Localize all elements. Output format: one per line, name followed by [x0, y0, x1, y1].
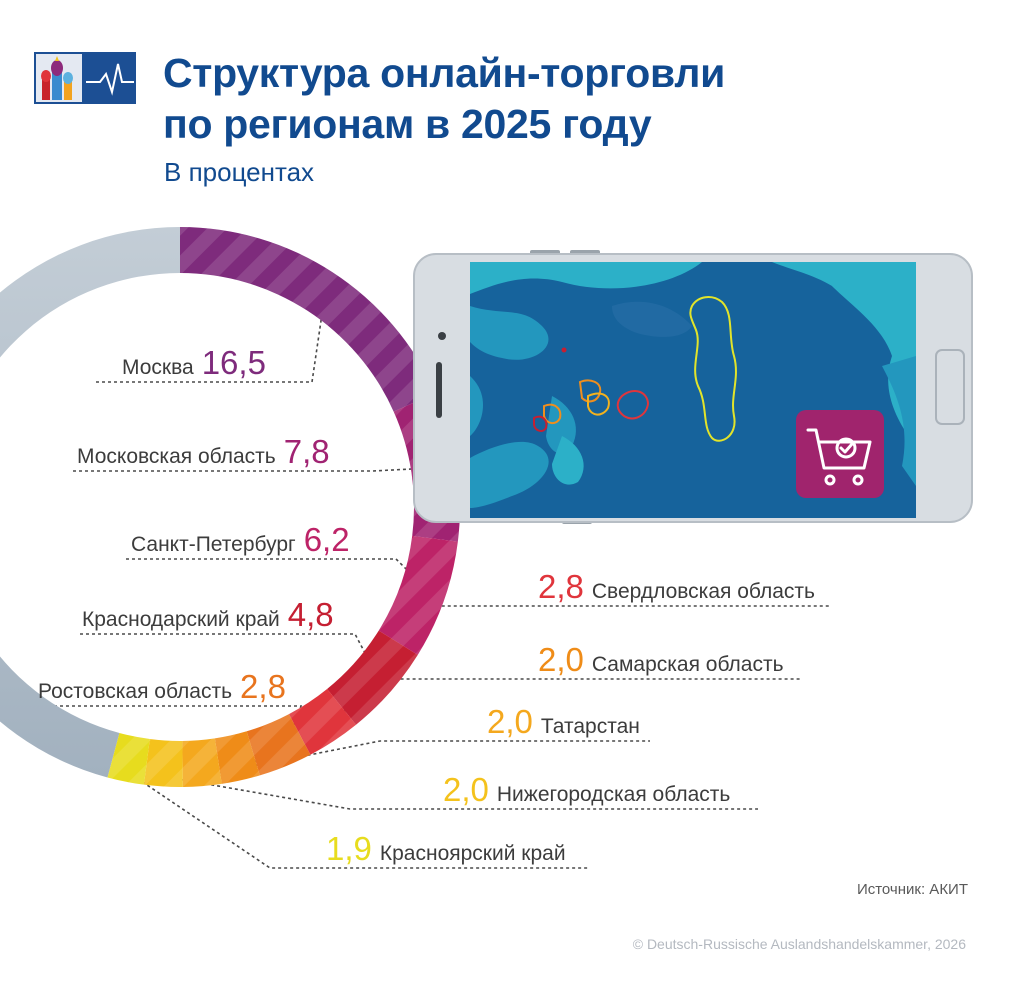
slice-label-4: Краснодарский край 4,8: [82, 598, 334, 631]
donut-segment-stripes: [214, 731, 260, 784]
slice-name: Нижегородская область: [496, 783, 731, 806]
smartphone-icon: [413, 250, 973, 524]
page-subtitle: В процентах: [164, 157, 315, 187]
slice-value: 1,9: [326, 830, 372, 867]
slice-label-1: Москва 16,5: [122, 346, 266, 379]
slice-value: 2,8: [538, 568, 584, 605]
donut-segment-stripes: [143, 739, 183, 788]
donut-segment-stripes: [327, 630, 418, 725]
slice-label-2: Московская область 7,8: [77, 435, 330, 468]
chamber-logo-icon: [34, 52, 136, 104]
page-title-line1: Структура онлайн-торговли: [163, 50, 726, 96]
slice-value: 2,8: [240, 668, 286, 705]
slice-value: 16,5: [201, 344, 266, 381]
slice-label-5: 2,8 Свердловская область: [538, 570, 815, 603]
russia-map: [470, 262, 916, 518]
slice-label-9: 2,0 Нижегородская область: [443, 773, 730, 806]
slice-name: Санкт-Петербург: [131, 533, 296, 556]
slice-label-10: 1,9 Красноярский край: [326, 832, 566, 865]
slice-name: Самарская область: [591, 653, 784, 676]
slice-value: 2,0: [538, 641, 584, 678]
donut-segment-stripes: [288, 688, 356, 755]
slice-label-8: 2,0 Татарстан: [487, 705, 640, 738]
page-title-line2: по регионам в 2025 году: [163, 101, 652, 147]
slice-value: 7,8: [283, 433, 330, 470]
leader-line-9: [163, 775, 758, 810]
slice-label-7: 2,0 Самарская область: [538, 643, 784, 676]
slice-name: Краснодарский край: [82, 608, 280, 631]
source-note: Источник: АКИТ: [856, 881, 968, 898]
donut-segment-stripes: [378, 535, 458, 655]
slice-value: 2,0: [487, 703, 533, 740]
slice-value: 4,8: [287, 596, 334, 633]
slice-name: Москва: [122, 356, 194, 379]
slice-value: 2,0: [443, 771, 489, 808]
copyright-note: © Deutsch-Russische Auslandshandelskamme…: [632, 936, 966, 952]
slice-label-6: Ростовская область 2,8: [38, 670, 286, 703]
shopping-cart-check-icon: [806, 428, 872, 486]
slice-name: Татарстан: [540, 715, 640, 738]
leader-line-10: [127, 771, 590, 869]
donut-segment-stripes: [180, 227, 436, 412]
slice-value: 6,2: [303, 521, 350, 558]
donut-segment-stripes: [107, 733, 150, 785]
leader-line-3: [126, 558, 436, 598]
slice-name: Московская область: [77, 445, 276, 468]
slice-name: Свердловская область: [591, 580, 815, 603]
donut-segment-stripes: [182, 738, 222, 787]
donut-segment-stripes: [246, 714, 311, 776]
donut-rest-segment: [0, 227, 180, 778]
slice-label-3: Санкт-Петербург 6,2: [131, 523, 350, 556]
slice-name: Ростовская область: [38, 680, 233, 703]
slice-name: Красноярский край: [379, 842, 566, 865]
